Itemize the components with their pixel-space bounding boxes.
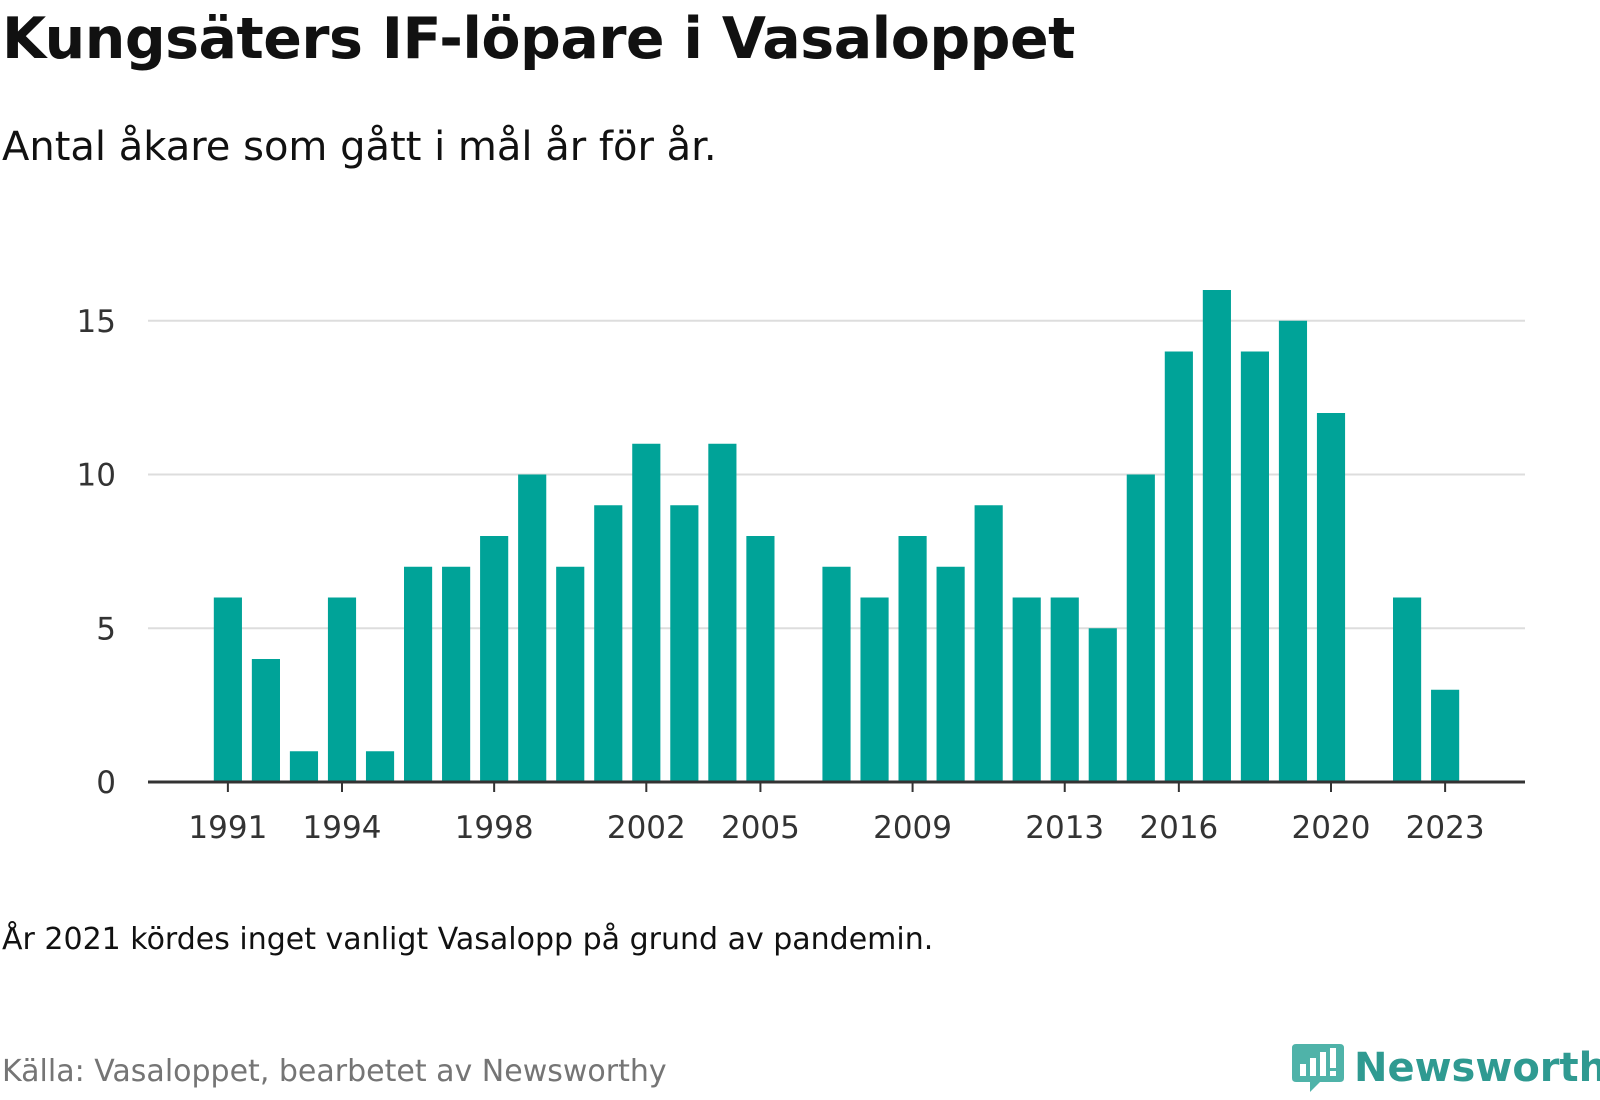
bar-2016 <box>1164 351 1193 782</box>
bar-1993 <box>289 751 319 782</box>
axes: 0 5 10 15 1991 1994 1998 2002 2005 2009 2013 2016 20… <box>77 304 1525 846</box>
y-tick-label: 10 <box>77 458 116 494</box>
bars <box>213 290 1460 782</box>
bar-2018 <box>1240 351 1269 782</box>
newsworthy-logo: Newsworthy <box>1290 1040 1600 1096</box>
bar-2011 <box>974 505 1003 782</box>
x-tick-label: 1994 <box>303 810 382 846</box>
bar-1998 <box>480 536 509 782</box>
bar-1992 <box>251 659 280 782</box>
source-text: Källa: Vasaloppet, bearbetet av Newswort… <box>2 1054 667 1089</box>
bar-2003 <box>670 505 699 782</box>
y-tick-label: 5 <box>96 611 116 647</box>
bar-2013 <box>1050 597 1079 782</box>
bar-1999 <box>518 474 547 782</box>
chart-subtitle: Antal åkare som gått i mål år för år. <box>2 124 717 170</box>
bar-2015 <box>1126 474 1155 782</box>
bar-2005 <box>746 536 775 782</box>
bar-1996 <box>404 566 433 782</box>
x-tick-label: 1998 <box>455 810 534 846</box>
x-tick-label: 2023 <box>1406 810 1485 846</box>
bar-2000 <box>556 566 585 782</box>
bar-chart: 0 5 10 15 1991 1994 1998 2002 2005 2009 2013 2016 20… <box>77 290 1525 846</box>
brand-name: Newsworthy <box>1354 1045 1600 1091</box>
bar-1991 <box>213 597 242 782</box>
chart-title: Kungsäters IF-löpare i Vasaloppet <box>2 6 1075 72</box>
x-tick-label: 2020 <box>1292 810 1371 846</box>
bar-2007 <box>822 566 851 782</box>
bar-2008 <box>860 597 889 782</box>
bar-2009 <box>898 536 927 782</box>
bar-2017 <box>1202 290 1231 782</box>
x-tick-label: 2009 <box>873 810 952 846</box>
bar-2010 <box>936 566 965 782</box>
bar-2020 <box>1316 413 1346 782</box>
x-tick-label: 2005 <box>721 810 800 846</box>
bar-1997 <box>442 566 471 782</box>
bar-2022 <box>1393 597 1422 782</box>
bar-2001 <box>594 505 623 782</box>
y-tick-label: 0 <box>96 765 116 801</box>
x-tick-label: 1991 <box>188 810 267 846</box>
x-tick-label: 2002 <box>607 810 686 846</box>
y-tick-label: 15 <box>77 304 116 340</box>
bar-2023 <box>1431 689 1460 782</box>
bar-2002 <box>632 443 661 782</box>
bar-1995 <box>365 751 395 782</box>
bar-1994 <box>327 597 357 782</box>
x-tick-label: 2013 <box>1025 810 1104 846</box>
x-tick-label: 2016 <box>1139 810 1218 846</box>
bar-2019 <box>1278 320 1308 782</box>
bar-2004 <box>708 443 737 782</box>
bar-2012 <box>1012 597 1041 782</box>
chart-bubble-icon <box>1292 1044 1344 1092</box>
bar-2014 <box>1088 628 1117 782</box>
chart-note: År 2021 kördes inget vanligt Vasalopp på… <box>2 922 934 957</box>
